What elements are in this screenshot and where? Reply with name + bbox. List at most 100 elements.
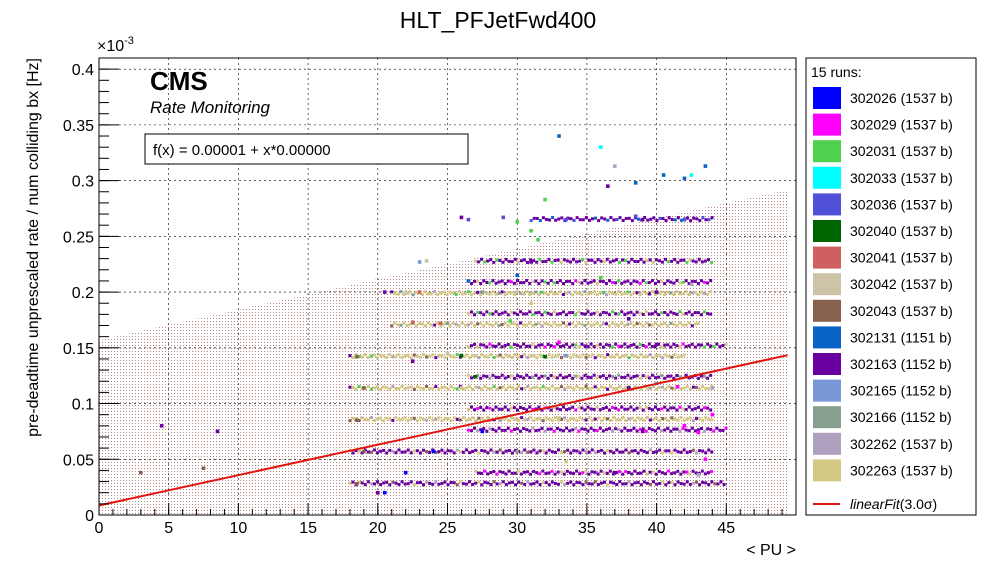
data-point [584,216,588,220]
data-point [602,451,606,455]
data-point [675,408,679,412]
data-point [667,419,671,423]
data-point [568,260,572,264]
data-point [443,356,447,360]
data-point [535,471,539,475]
data-point [509,374,513,378]
data-point [648,386,652,390]
data-point [425,450,429,454]
data-point [673,257,677,261]
data-point [691,481,695,485]
data-point [635,429,639,433]
data-point [684,311,688,315]
data-point [351,451,355,455]
data-point [624,448,628,452]
data-point [466,323,470,327]
y-tick-label: 0.15 [63,341,94,358]
data-point [415,385,419,389]
data-point [707,483,711,487]
data-point [519,259,523,263]
data-point [698,417,702,421]
data-point [500,311,504,315]
data-point [509,291,513,295]
data-point [408,322,412,326]
data-point [466,373,470,377]
data-point [422,387,426,391]
data-point [469,405,473,409]
data-point [609,480,613,484]
legend-swatch [813,113,841,136]
data-point [644,429,648,433]
data-point [514,387,518,391]
data-point [651,260,655,264]
data-point [543,354,547,359]
data-point [685,480,689,484]
data-point [489,448,493,452]
data-point [577,429,581,433]
data-point [661,356,665,360]
data-point [491,408,495,412]
data-point [382,290,387,294]
data-point [479,405,483,409]
data-point [562,258,566,262]
data-point [590,258,594,262]
data-point [632,324,636,328]
data-point [382,354,386,358]
data-point [497,376,501,380]
data-point [394,451,398,455]
data-point [522,312,526,316]
data-point [396,323,400,327]
x-tick-labels: 0 5 10 15 20 25 30 35 40 45 [95,520,736,537]
data-point [624,217,628,221]
data-point [503,376,507,380]
data-point [640,429,645,434]
data-point [598,324,602,328]
data-point [469,310,473,314]
data-point [541,354,545,358]
data-point [630,416,634,420]
data-point [615,353,619,357]
data-point [400,356,404,360]
data-point [675,278,679,282]
data-point [599,481,603,485]
data-point [494,281,498,285]
data-point [699,290,703,294]
data-point [678,281,682,285]
data-point [439,324,443,328]
data-point [553,472,557,476]
data-point [571,293,575,297]
data-point [672,311,676,315]
data-point [427,292,431,296]
data-point [620,405,624,409]
data-point [600,216,604,220]
data-point [618,470,622,474]
data-point [480,290,485,294]
data-point [507,259,511,263]
data-point [664,483,668,487]
data-point [547,471,551,475]
data-point [455,483,459,487]
data-point [606,417,610,421]
data-point [519,429,523,433]
data-point [612,218,616,222]
data-point [587,218,591,222]
data-point [399,323,403,327]
data-point [366,450,370,454]
data-point [403,387,407,391]
data-point [595,344,599,348]
data-point [635,374,639,378]
data-point [525,323,529,327]
data-point [369,450,373,454]
data-point [463,292,467,296]
data-point [709,278,713,282]
data-point [584,480,588,484]
data-point [587,416,591,420]
data-point [707,387,711,391]
data-point [569,356,573,360]
data-point [598,426,602,430]
data-point [596,258,600,262]
data-point [682,482,686,486]
data-point [682,386,686,390]
data-point [547,353,551,357]
data-point [423,290,427,294]
